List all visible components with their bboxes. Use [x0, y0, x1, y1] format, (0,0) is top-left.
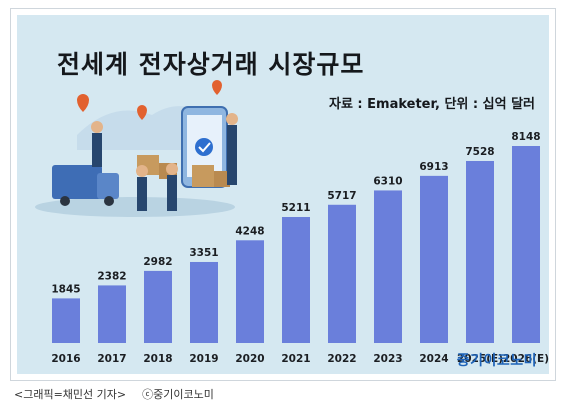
bar-value-label: 3351 [189, 247, 218, 259]
bar-2025(E) [466, 160, 494, 343]
bar-2024 [420, 175, 448, 343]
bar-value-label: 5717 [327, 190, 356, 202]
bar-2018 [144, 270, 172, 343]
bar-2022 [328, 204, 356, 343]
x-tick-label: 2026(E) [503, 353, 549, 365]
graphic-credit: <그래픽=채민선 기자> [14, 388, 127, 401]
bar-2016 [52, 298, 80, 343]
x-tick-label: 2018 [143, 353, 172, 365]
bar-value-label: 6913 [419, 161, 448, 173]
image-caption: <그래픽=채민선 기자> ⓒ중기이코노미 [14, 386, 214, 402]
x-tick-label: 2025(E) [457, 353, 503, 365]
ecommerce-illustration [35, 80, 238, 217]
x-tick-label: 2017 [97, 353, 126, 365]
bar-2019 [190, 261, 218, 343]
chart-panel: 1845 2016 2382 2017 2982 2018 3351 2019 4248 2020… [17, 15, 549, 374]
chart-title: 전세계 전자상거래 시장규모 [57, 50, 365, 79]
bar-value-label: 5211 [281, 202, 310, 214]
bar-2017 [98, 285, 126, 343]
bar-value-label: 6310 [373, 175, 402, 187]
bar-value-label: 7528 [465, 146, 494, 158]
brand-logo-text: 중기이코노미 [456, 353, 537, 369]
chart-frame: 1845 2016 2382 2017 2982 2018 3351 2019 4248 2020… [10, 8, 556, 381]
bar-value-label: 4248 [235, 225, 264, 237]
copyright-text: ⓒ중기이코노미 [142, 388, 214, 401]
source-unit-label: 자료 : Emaketer, 단위 : 십억 달러 [328, 97, 535, 112]
bar-2026(E) [512, 146, 540, 343]
x-tick-label: 2021 [281, 353, 310, 365]
x-tick-label: 2023 [373, 353, 402, 365]
x-tick-label: 2024 [419, 353, 448, 365]
x-tick-label: 2019 [189, 353, 218, 365]
x-tick-label: 2020 [235, 353, 264, 365]
x-tick-label: 2022 [327, 353, 356, 365]
bar-value-label: 2982 [143, 256, 172, 268]
bar-2021 [282, 217, 310, 343]
bar-value-label: 2382 [97, 270, 126, 282]
bar-2023 [374, 190, 402, 343]
x-tick-label: 2016 [51, 353, 80, 365]
bar-value-label: 1845 [51, 283, 80, 295]
chart-plot: 1845 2016 2382 2017 2982 2018 3351 2019 4248 2020… [35, 80, 549, 365]
bar-series: 1845 2016 2382 2017 2982 2018 3351 2019 4248 2020… [51, 131, 549, 365]
bar-value-label: 8148 [511, 131, 540, 143]
bar-2020 [236, 240, 264, 343]
